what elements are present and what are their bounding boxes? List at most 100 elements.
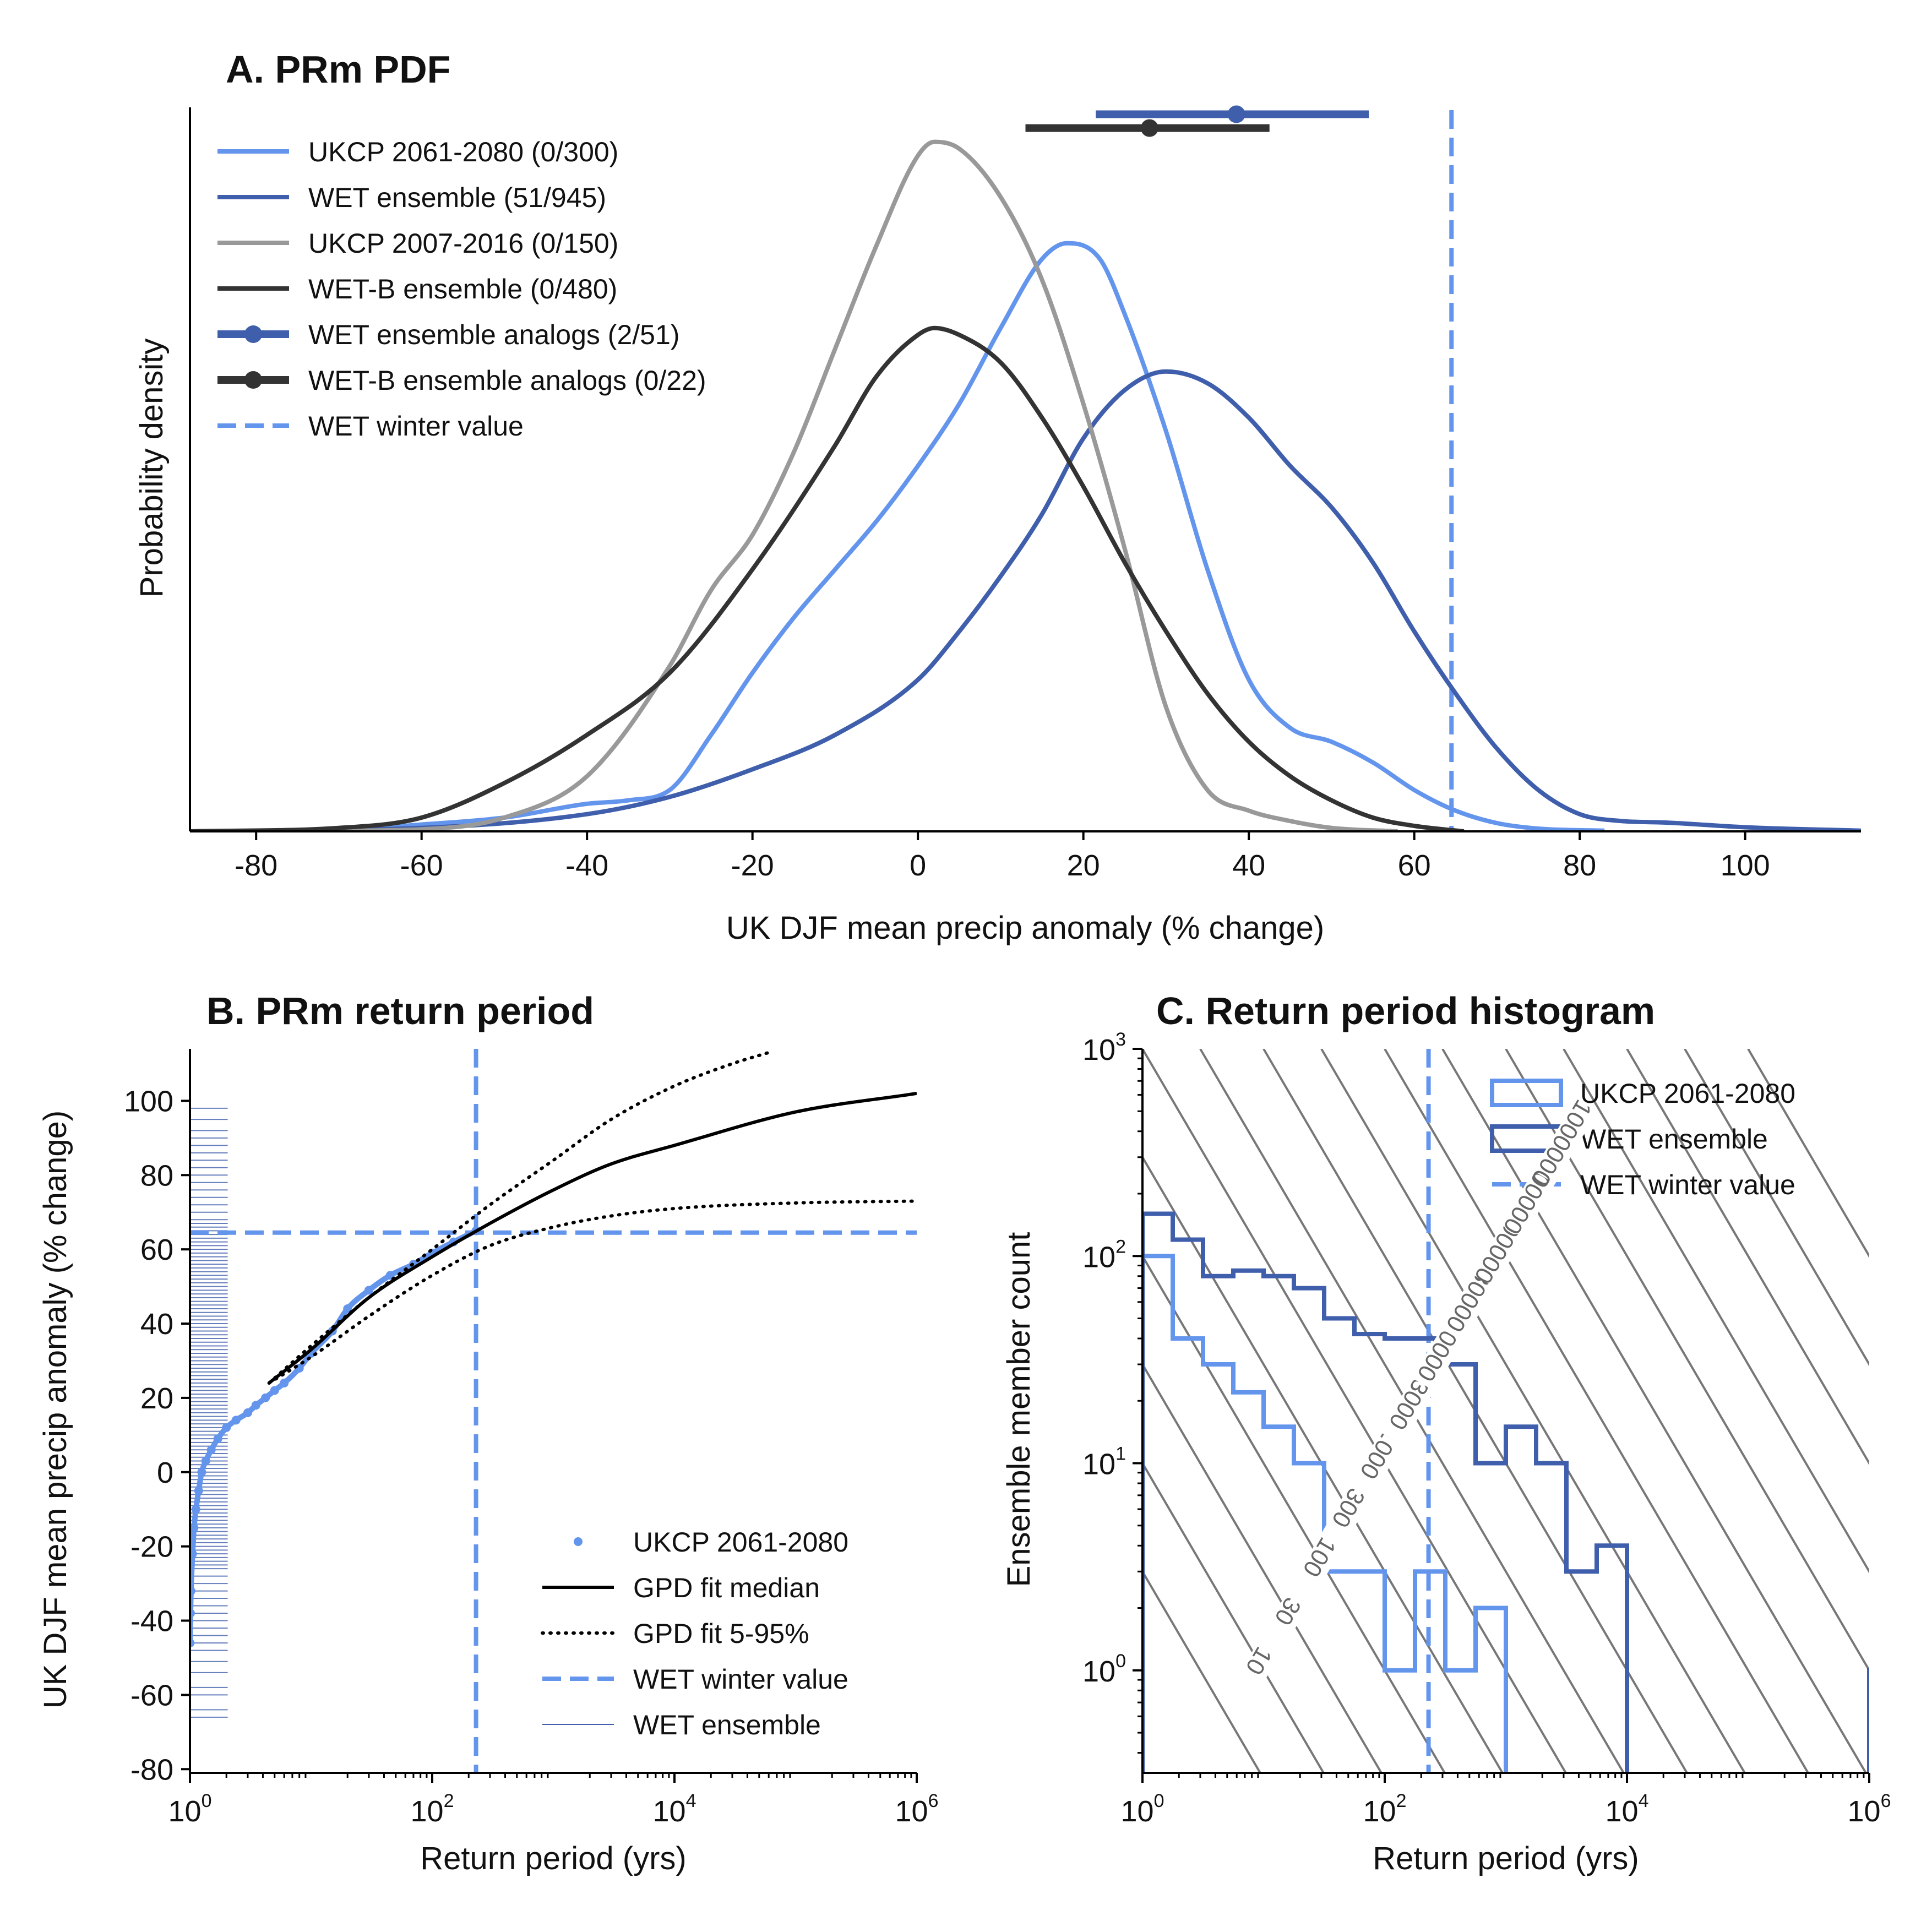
panel-b-y-tick-label: -20 bbox=[130, 1531, 173, 1564]
panel-b-legend-label: UKCP 2061-2080 bbox=[633, 1527, 848, 1558]
panel-a-legend-label: WET-B ensemble (0/480) bbox=[308, 274, 617, 304]
panel-b-x-tick-label: 106 bbox=[895, 1790, 939, 1828]
panel-c-legend-label: WET ensemble bbox=[1580, 1124, 1768, 1155]
panel-c-isoline bbox=[1563, 1049, 1869, 1574]
panel-c-isoline bbox=[1142, 1049, 1567, 1773]
panel-a-x-tick-label: -20 bbox=[731, 849, 774, 882]
panel-c-legend-swatch bbox=[1490, 1079, 1563, 1107]
panel-b-y-tick-label: -80 bbox=[130, 1753, 173, 1786]
panel-c-x-tick-label-base: 10 bbox=[1606, 1795, 1639, 1828]
panel-b-legend-label: WET winter value bbox=[633, 1664, 848, 1695]
panel-a-series-2 bbox=[190, 139, 1398, 831]
panel-c-isoline bbox=[1684, 1049, 1869, 1367]
panel-a-axes: -80 -60 -40 -20 0 20 40 60 80 100 bbox=[189, 107, 1861, 882]
panel-a-y-axis-label: Probability density bbox=[134, 339, 170, 598]
panel-a-legend: UKCP 2061-2080 (0/300) WET ensemble (51/9… bbox=[217, 137, 706, 442]
panel-c-x-tick-label-base: 10 bbox=[1848, 1795, 1881, 1828]
panel-b-x-tick-label: 100 bbox=[168, 1790, 212, 1828]
panel-c-y-tick-label: 100 bbox=[1082, 1651, 1126, 1688]
panel-b-series-2 bbox=[267, 1051, 771, 1385]
panel-c-isoline bbox=[1626, 1049, 1869, 1466]
panel-c-isoline bbox=[1142, 1362, 1383, 1773]
panel-c-isolines bbox=[1142, 1049, 1869, 1773]
panel-c-legend-label: UKCP 2061-2080 bbox=[1580, 1078, 1795, 1109]
panel-b-rug bbox=[190, 1107, 228, 1718]
panel-c-histogram-1 bbox=[1142, 1211, 1869, 1773]
panel-c-y-tick-label: 102 bbox=[1082, 1236, 1126, 1274]
panel-b-legend-label: WET ensemble bbox=[633, 1710, 821, 1740]
panel-b-series-1 bbox=[268, 1091, 917, 1385]
panel-b-legend-swatch bbox=[574, 1537, 583, 1546]
panel-b-x-axis-label: Return period (yrs) bbox=[420, 1841, 686, 1876]
panel-c-isoline bbox=[1384, 1049, 1809, 1773]
panel-b-y-tick-label: 40 bbox=[140, 1308, 173, 1341]
panel-b-legend-label: GPD fit 5-95% bbox=[633, 1618, 809, 1649]
panel-b-series bbox=[190, 1051, 917, 1647]
panel-b-reference-lines bbox=[190, 1049, 917, 1773]
panel-b-legend: UKCP 2061-2080 GPD fit median GPD fit 5-95… bbox=[541, 1527, 848, 1740]
panel-a-analog-markers bbox=[1025, 105, 1369, 137]
panel-c-legend: UKCP 2061-2080 WET ensemble WET winter val… bbox=[1490, 1078, 1795, 1200]
panel-c-y-tick-label-exp: 2 bbox=[1115, 1236, 1126, 1257]
panel-a-x-tick-label: 40 bbox=[1232, 849, 1265, 882]
panel-a-series-1 bbox=[190, 369, 1861, 831]
panel-b-y-tick-label: 80 bbox=[140, 1159, 173, 1192]
panel-b-points-trace bbox=[190, 1228, 479, 1646]
panel-c-isoline bbox=[1441, 1049, 1867, 1773]
panel-a-x-tick-label: -80 bbox=[235, 849, 277, 882]
panel-c-title: C. Return period histogram bbox=[1156, 989, 1655, 1032]
panel-b-x-tick-label: 102 bbox=[411, 1790, 454, 1828]
panel-b-x-tick-label-base: 10 bbox=[653, 1795, 686, 1828]
panel-c-x-tick-label-base: 10 bbox=[1121, 1795, 1154, 1828]
panel-b-y-tick-label: 20 bbox=[140, 1382, 173, 1415]
panel-a-legend-marker bbox=[244, 371, 262, 389]
panel-c-y-tick-label-exp: 0 bbox=[1115, 1651, 1126, 1672]
panel-b-x-tick-label-exp: 4 bbox=[686, 1790, 696, 1811]
panel-a-legend-label: WET winter value bbox=[308, 411, 524, 442]
panel-a-legend-label: WET ensemble (51/945) bbox=[308, 182, 606, 213]
panel-b-x-tick-label-base: 10 bbox=[895, 1795, 928, 1828]
panel-b-y-tick-label: 60 bbox=[140, 1233, 173, 1266]
panel-b-y-tick-label: 100 bbox=[124, 1085, 173, 1118]
panel-b-return-period: B. PRm return period 100 102 104 106-80-60-… bbox=[37, 989, 939, 1876]
panel-a-x-tick-label: 20 bbox=[1067, 849, 1100, 882]
panel-b-title: B. PRm return period bbox=[206, 989, 594, 1032]
panel-b-series-3 bbox=[267, 1199, 917, 1385]
panel-c-histogram-0 bbox=[1142, 1254, 1508, 1773]
panel-c-isoline bbox=[1142, 1155, 1504, 1773]
panel-c-isoline bbox=[1505, 1049, 1869, 1673]
panel-a-legend-label: WET-B ensemble analogs (0/22) bbox=[308, 365, 706, 396]
panel-c-x-tick-label-exp: 6 bbox=[1881, 1790, 1891, 1811]
panel-c-y-tick-label-base: 10 bbox=[1082, 1448, 1115, 1481]
panel-c-x-axis-label: Return period (yrs) bbox=[1373, 1841, 1639, 1876]
panel-a-x-axis-label: UK DJF mean precip anomaly (% change) bbox=[726, 910, 1324, 946]
panel-a-x-tick-label: -40 bbox=[565, 849, 608, 882]
panel-a-x-tick-label: 100 bbox=[1721, 849, 1770, 882]
panel-b-x-tick-label-exp: 0 bbox=[202, 1790, 212, 1811]
panel-a-legend-marker bbox=[244, 325, 262, 343]
panel-c-y-tick-label-base: 10 bbox=[1082, 1240, 1115, 1274]
panel-c-y-axis-label: Ensemble member count bbox=[1001, 1232, 1037, 1587]
panel-c-y-tick-label-base: 10 bbox=[1082, 1655, 1115, 1688]
panel-b-y-tick-label: 0 bbox=[157, 1456, 173, 1489]
panel-c-y-tick-label-exp: 1 bbox=[1115, 1444, 1126, 1465]
panel-c-legend-label: WET winter value bbox=[1580, 1169, 1795, 1200]
panel-c-isoline-label-bg bbox=[1533, 1104, 1594, 1184]
panel-c-x-tick-label: 104 bbox=[1606, 1790, 1649, 1828]
panel-a-legend-label: WET ensemble analogs (2/51) bbox=[308, 319, 679, 350]
panel-c-isoline bbox=[1320, 1049, 1746, 1773]
panel-a-x-tick-label: 80 bbox=[1563, 849, 1596, 882]
panel-b-x-tick-label-exp: 2 bbox=[444, 1790, 454, 1811]
panel-b-x-tick-label-exp: 6 bbox=[928, 1790, 939, 1811]
panel-c-x-tick-label: 100 bbox=[1121, 1790, 1164, 1828]
panel-b-y-axis-label: UK DJF mean precip anomaly (% change) bbox=[37, 1111, 73, 1708]
panel-c-x-tick-label-exp: 2 bbox=[1396, 1790, 1407, 1811]
panel-a-analog-point-0 bbox=[1227, 105, 1245, 123]
panel-c-y-tick-label: 101 bbox=[1082, 1444, 1126, 1481]
panel-c-histograms bbox=[1142, 1211, 1869, 1773]
panel-b-x-tick-label: 104 bbox=[653, 1790, 696, 1828]
panel-a-series bbox=[190, 139, 1861, 831]
